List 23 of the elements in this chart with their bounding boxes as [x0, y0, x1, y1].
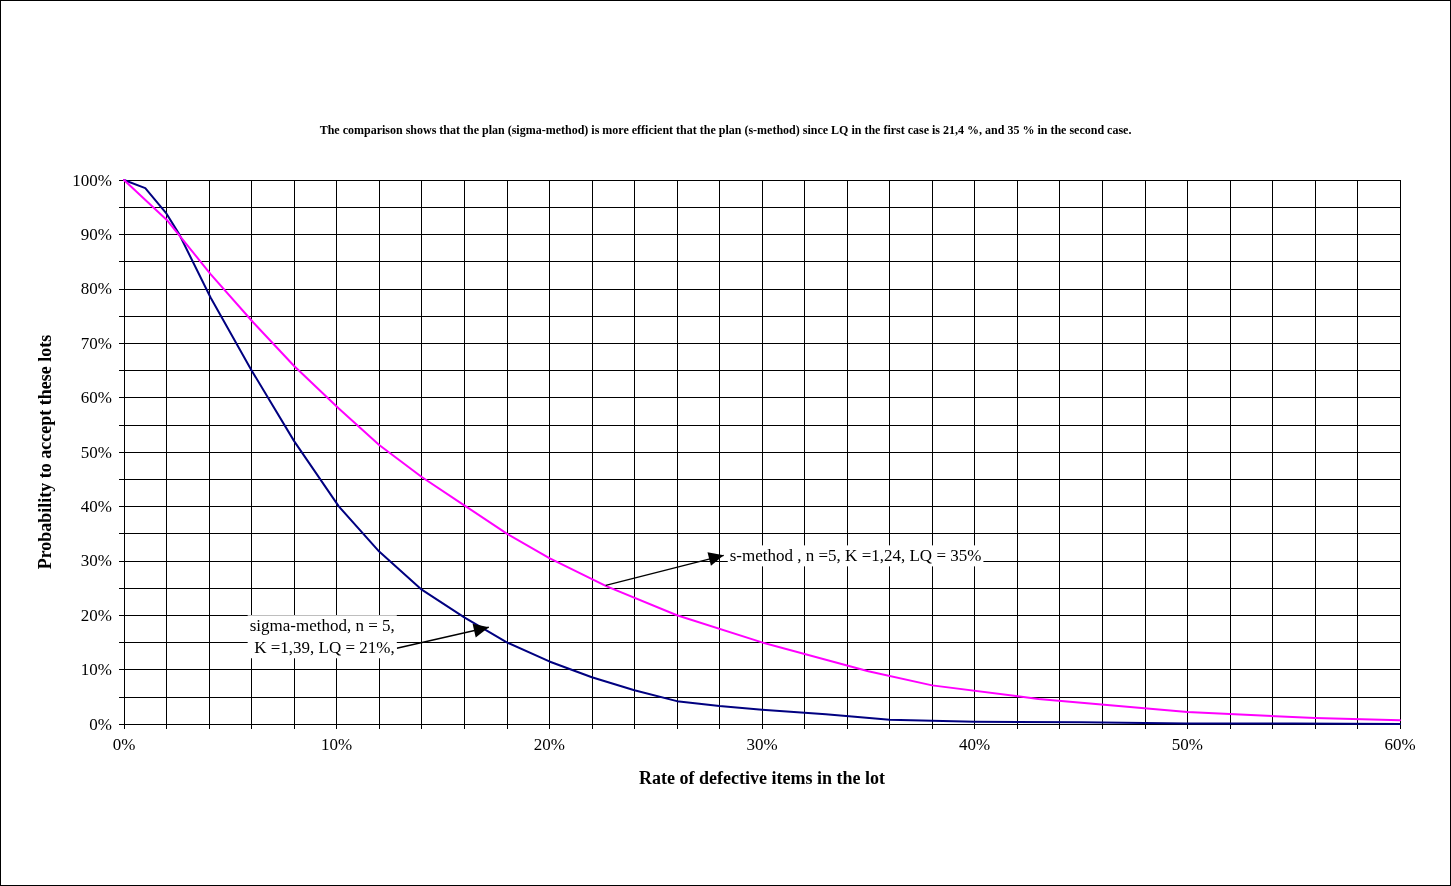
- x-tick-label: 0%: [112, 735, 136, 754]
- y-tick-label: 60%: [80, 388, 112, 408]
- x-axis-title: Rate of defective items in the lot: [639, 768, 885, 788]
- chart-title: The comparison shows that the plan (sigma-method) is more efficient that the plan (s-method) since LQ in the first case is 21,4 %, and 35 % in the second case.: [319, 123, 1132, 137]
- annotation: sigma-method, n = 5, K =1,39, LQ = 21%,: [249, 616, 395, 658]
- y-axis-title: Probability to accept these lots: [35, 334, 55, 570]
- y-tick-label: 10%: [80, 660, 112, 680]
- x-tick-label: 50%: [1171, 735, 1203, 754]
- x-tick-label: 40%: [959, 735, 991, 754]
- y-tick-label: 0%: [89, 714, 112, 734]
- annotation: s-method , n =5, K =1,24, LQ = 35%: [729, 546, 982, 566]
- y-tick-label: 80%: [80, 279, 112, 299]
- y-tick-label: 90%: [80, 224, 112, 244]
- y-tick-label: 30%: [80, 551, 112, 571]
- y-tick-label: 70%: [80, 333, 112, 353]
- y-tick-label: 100%: [72, 170, 112, 190]
- x-tick-label: 60%: [1384, 735, 1416, 754]
- x-tick-label: 30%: [746, 735, 778, 754]
- x-tick-label: 20%: [533, 735, 565, 754]
- x-tick-label: 10%: [321, 735, 353, 754]
- y-tick-label: 20%: [80, 605, 112, 625]
- y-tick-label: 50%: [80, 442, 112, 462]
- y-tick-label: 40%: [80, 496, 112, 516]
